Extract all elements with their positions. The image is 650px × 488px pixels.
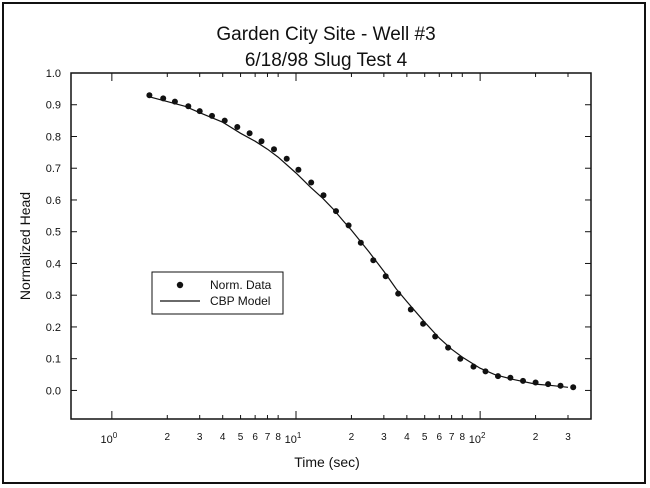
x-major-tick-label: 101 xyxy=(285,431,302,446)
x-minor-tick-label: 4 xyxy=(404,432,410,443)
x-minor-tick-label: 7 xyxy=(449,432,455,443)
data-point xyxy=(407,306,414,313)
data-point xyxy=(532,379,539,386)
y-tick-label: 0.6 xyxy=(46,195,61,207)
x-minor-tick-label: 2 xyxy=(349,432,355,443)
y-tick-label: 1.0 xyxy=(46,68,61,80)
y-tick-label: 0.8 xyxy=(46,131,61,143)
x-minor-tick-label: 3 xyxy=(565,432,571,443)
y-tick-label: 0.1 xyxy=(46,354,61,366)
data-point xyxy=(308,179,315,186)
y-axis: 0.0 0.1 0.2 0.3 0.4 0.5 0.6 0.7 0.8 0.9 1.0 xyxy=(46,68,591,397)
x-minor-tick-label: 3 xyxy=(381,432,387,443)
chart-frame: Garden City Site - Well #3 6/18/98 Slug … xyxy=(2,2,646,484)
data-point xyxy=(345,222,352,229)
y-tick-label: 0.3 xyxy=(46,290,61,302)
chart: Garden City Site - Well #3 6/18/98 Slug … xyxy=(17,24,592,470)
data-point xyxy=(420,320,427,327)
data-point xyxy=(258,138,265,145)
data-point xyxy=(470,363,477,370)
data-point xyxy=(395,290,402,297)
legend-marker-norm-data xyxy=(176,281,184,289)
x-minor-tick-label: 8 xyxy=(275,432,281,443)
x-minor-tick-label: 2 xyxy=(533,432,539,443)
data-point xyxy=(432,333,439,340)
x-axis-label: Time (sec) xyxy=(294,454,360,470)
y-tick-label: 0.0 xyxy=(46,385,61,397)
legend: Norm. Data CBP Model xyxy=(151,271,284,315)
data-point xyxy=(545,381,552,388)
data-point xyxy=(246,130,253,137)
x-minor-tick-label: 3 xyxy=(197,432,203,443)
data-point xyxy=(295,166,302,173)
data-point xyxy=(160,95,167,102)
data-point xyxy=(495,373,501,380)
data-point xyxy=(482,368,489,375)
y-tick-label: 0.7 xyxy=(46,163,61,175)
data-point xyxy=(445,344,452,351)
x-major-tick-label: 102 xyxy=(469,431,486,446)
data-point xyxy=(320,192,327,199)
data-point xyxy=(234,124,241,130)
legend-box xyxy=(151,271,284,315)
data-point xyxy=(370,257,377,264)
y-tick-label: 0.5 xyxy=(46,227,61,239)
data-point xyxy=(570,384,577,391)
chart-title: Garden City Site - Well #3 xyxy=(216,24,435,45)
legend-label-norm-data: Norm. Data xyxy=(210,278,272,292)
x-minor-tick-label: 5 xyxy=(422,432,428,443)
x-major-tick-label: 100 xyxy=(101,431,118,446)
x-minor-tick-label: 7 xyxy=(265,432,271,443)
legend-label-cbp-model: CBP Model xyxy=(210,294,270,308)
chart-subtitle: 6/18/98 Slug Test 4 xyxy=(245,50,408,71)
data-point xyxy=(357,239,364,246)
plot-area xyxy=(70,72,592,420)
data-point xyxy=(382,273,389,280)
data-point xyxy=(171,98,178,105)
data-point xyxy=(221,117,228,124)
data-point xyxy=(209,112,215,119)
x-minor-tick-label: 6 xyxy=(437,432,443,443)
data-point xyxy=(146,92,153,99)
data-point xyxy=(557,382,564,389)
y-tick-label: 0.9 xyxy=(46,100,61,112)
data-point xyxy=(520,377,526,384)
data-points-layer xyxy=(146,92,577,391)
x-minor-tick-label: 5 xyxy=(238,432,244,443)
data-point xyxy=(457,355,464,362)
y-tick-label: 0.4 xyxy=(46,258,61,270)
x-minor-tick-label: 8 xyxy=(460,432,466,443)
x-minor-tick-label: 4 xyxy=(220,432,226,443)
y-tick-label: 0.2 xyxy=(46,322,61,334)
data-point xyxy=(271,146,277,153)
x-minor-tick-label: 2 xyxy=(165,432,171,443)
data-point xyxy=(507,374,514,381)
data-point xyxy=(196,108,203,115)
y-axis-label: Normalized Head xyxy=(17,192,33,300)
x-minor-tick-label: 6 xyxy=(252,432,258,443)
data-point xyxy=(185,103,192,110)
data-point xyxy=(333,208,339,215)
data-point xyxy=(283,155,290,162)
